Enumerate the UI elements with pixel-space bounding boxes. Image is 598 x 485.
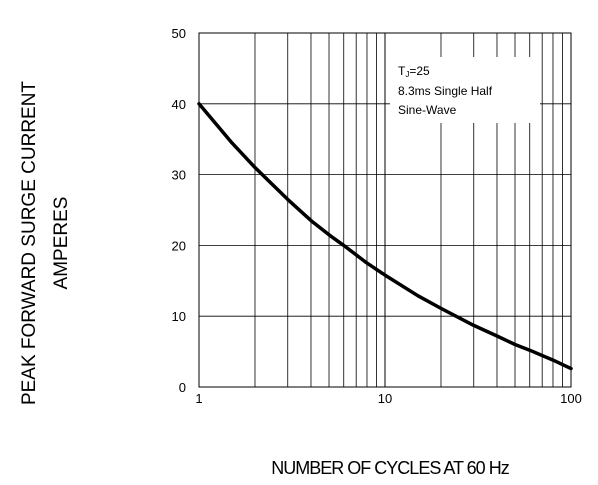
y-tick-label: 50 (172, 26, 186, 41)
series-line (197, 102, 573, 371)
y-tick-label: 30 (172, 168, 186, 183)
annotation-line-2: 8.3ms Single Half (398, 84, 493, 98)
x-axis-title: NUMBER OF CYCLES AT 60 Hz (271, 458, 509, 478)
y-tick-label: 20 (172, 238, 186, 253)
annotation-line-3: Sine-Wave (398, 103, 457, 117)
annotation-box: TJ=25 8.3ms Single Half Sine-Wave (390, 57, 540, 123)
plot-frame (198, 32, 572, 388)
x-tick-label: 10 (378, 391, 392, 406)
y-tick-label: 10 (172, 309, 186, 324)
y-tick-label: 0 (179, 380, 186, 395)
y-axis-title-line-2: AMPERES (51, 197, 72, 290)
series-layer (197, 102, 573, 371)
tick-labels: 0 10 20 30 40 50 1 10 100 (172, 26, 582, 406)
y-axis-title-line-1: PEAK FORWARD SURGE CURRENT (19, 81, 40, 405)
x-tick-label: 1 (195, 391, 202, 406)
annotation-line-1: TJ=25 (398, 64, 430, 79)
x-tick-label: 100 (560, 391, 582, 406)
y-tick-label: 40 (172, 97, 186, 112)
